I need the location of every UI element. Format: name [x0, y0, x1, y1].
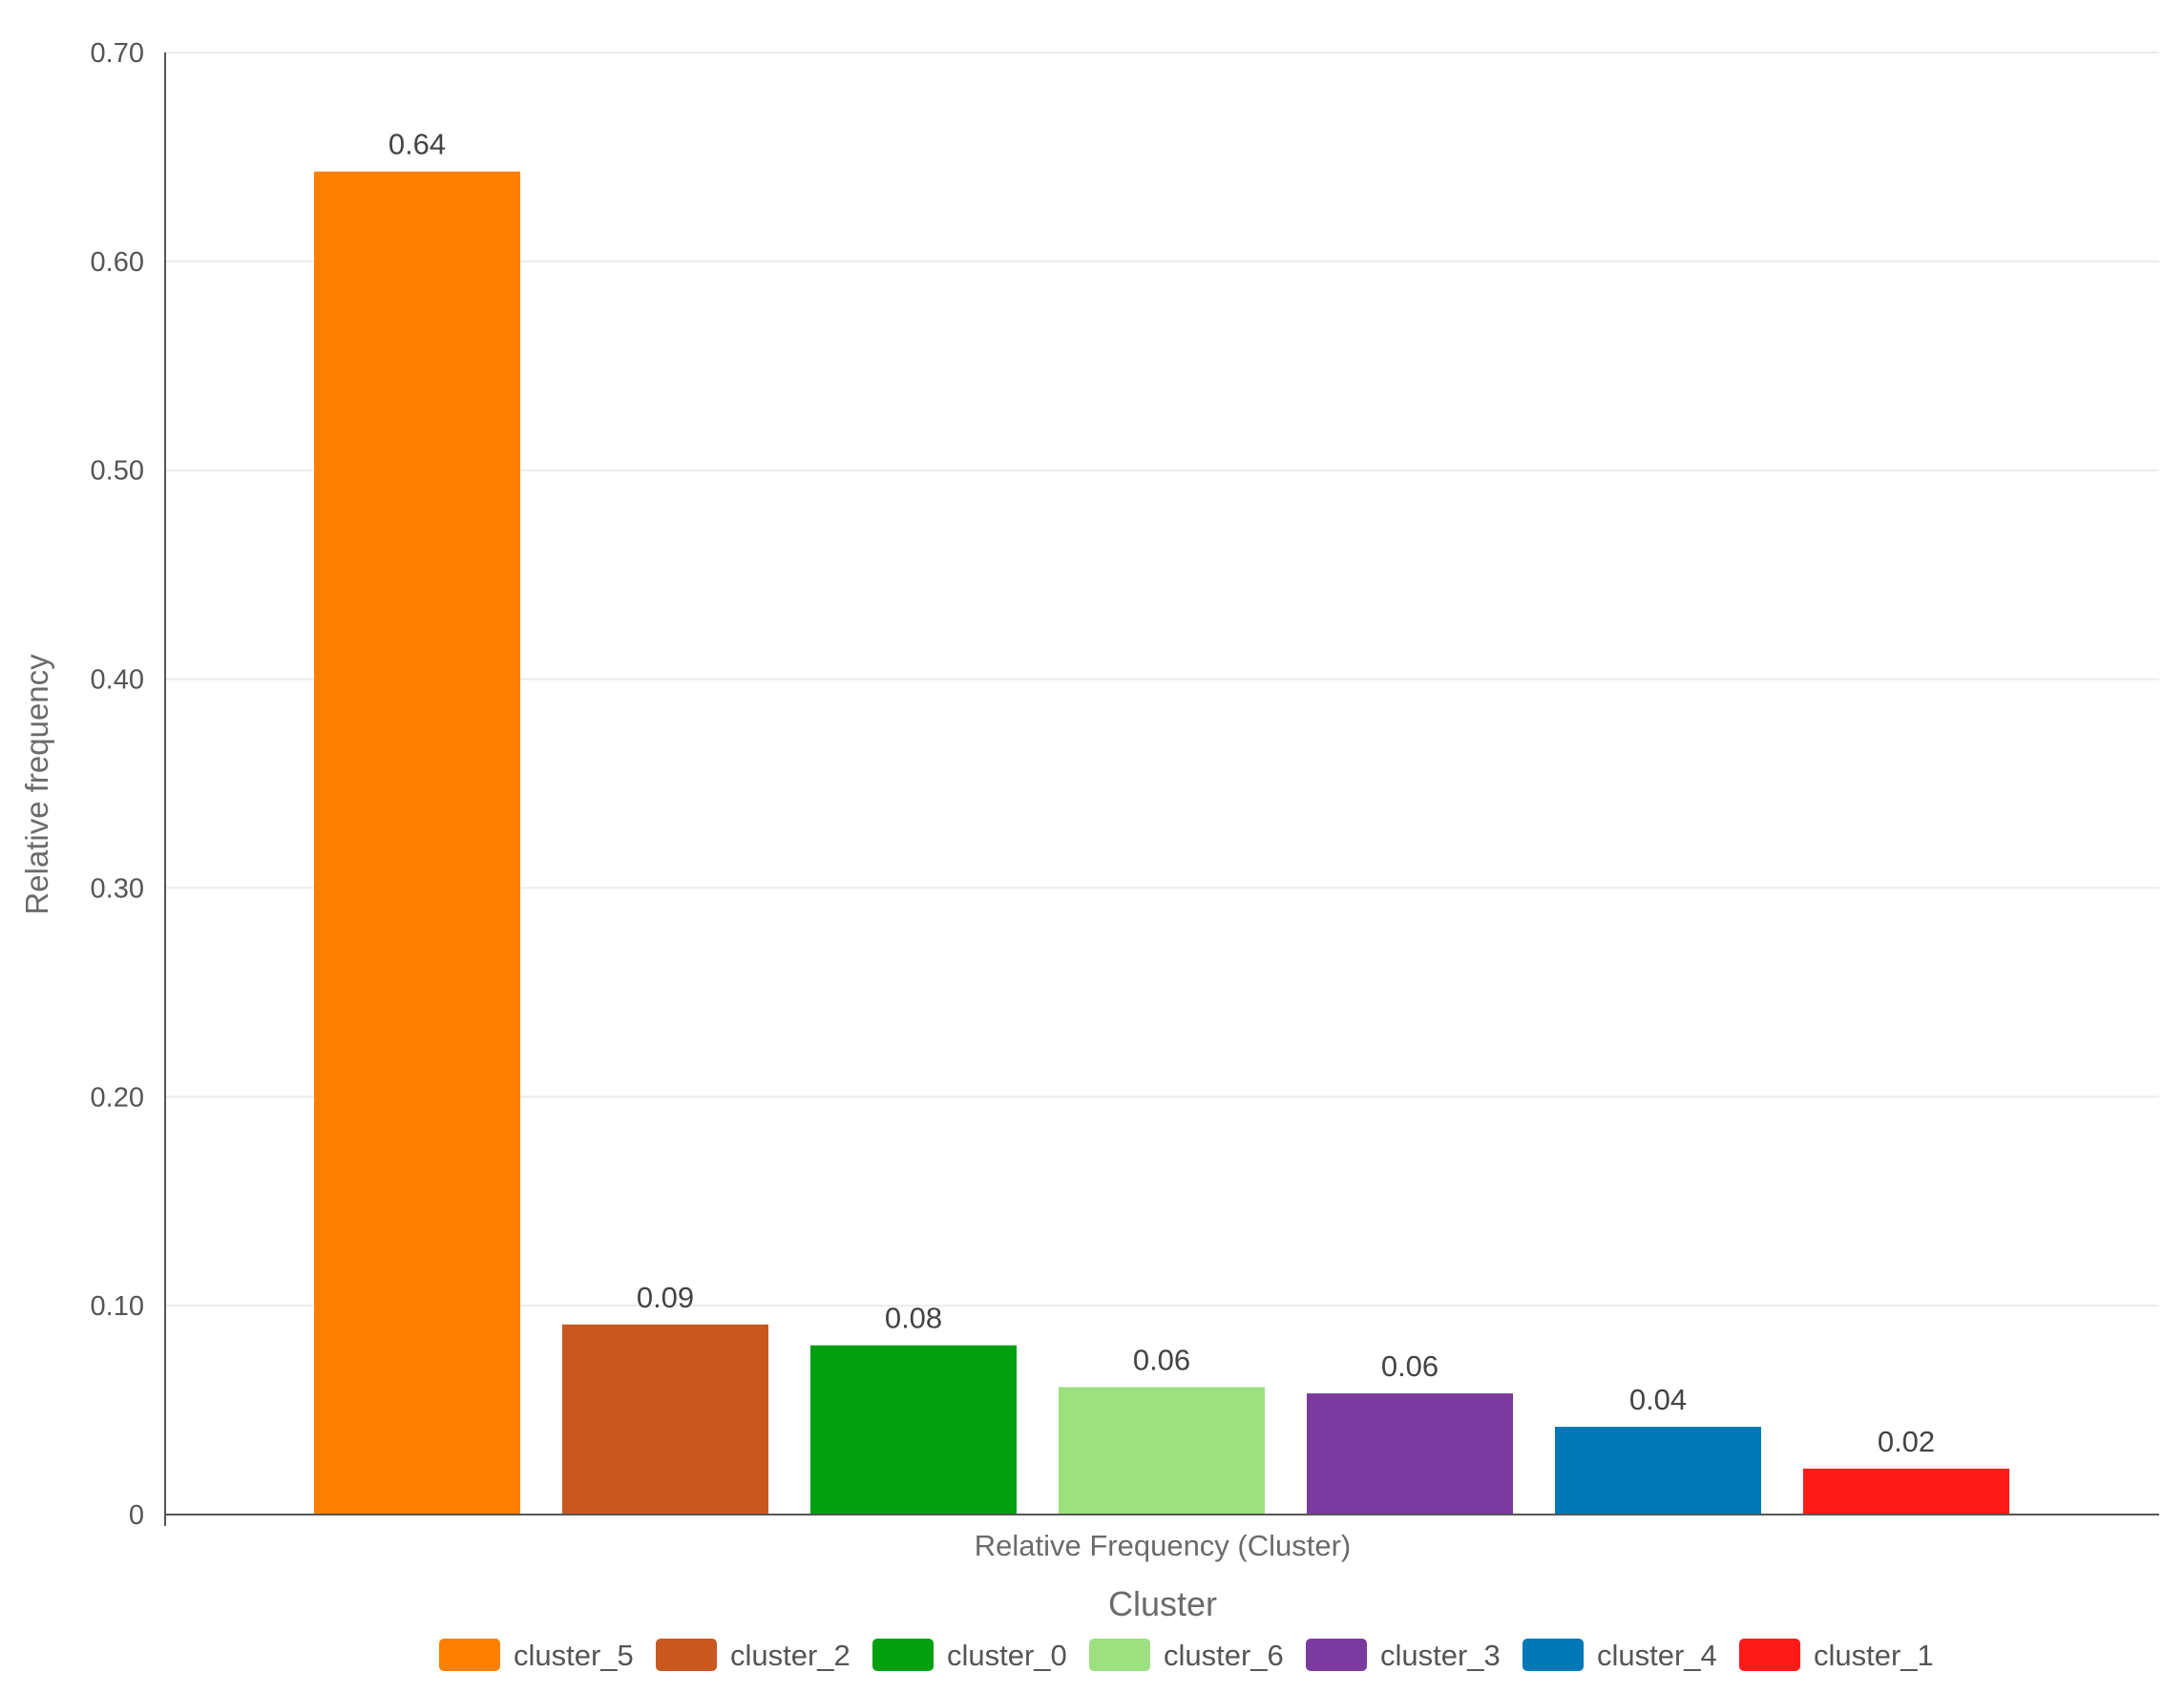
legend-label: cluster_5: [514, 1639, 634, 1672]
legend-label: cluster_2: [730, 1639, 850, 1672]
legend-item-cluster_1[interactable]: cluster_1: [1739, 1639, 1934, 1672]
legend-label: cluster_4: [1597, 1639, 1717, 1672]
x-axis-label: Relative Frequency (Cluster): [975, 1529, 1352, 1562]
y-tick-label: 0.50: [91, 456, 144, 487]
legend-label: cluster_0: [947, 1639, 1067, 1672]
bar-cluster_4[interactable]: [1555, 1427, 1761, 1515]
bars: [314, 171, 2009, 1515]
y-tick-label: 0.30: [91, 873, 144, 904]
bar-cluster_1[interactable]: [1803, 1468, 2009, 1515]
legend-item-cluster_0[interactable]: cluster_0: [872, 1639, 1067, 1672]
legend-swatch: [656, 1639, 717, 1671]
y-tick-label: 0.10: [91, 1291, 144, 1322]
data-label: 0.06: [1381, 1349, 1438, 1383]
data-label: 0.06: [1133, 1343, 1190, 1376]
legend[interactable]: cluster_5 cluster_2 cluster_0 cluster_6 clus…: [439, 1639, 1934, 1672]
legend-swatch: [1306, 1639, 1367, 1671]
bar-cluster_0[interactable]: [810, 1345, 1017, 1515]
y-tick-label: 0.40: [91, 665, 144, 696]
legend-swatch: [439, 1639, 500, 1671]
y-tick-label: 0.60: [91, 247, 144, 278]
data-label: 0.08: [885, 1302, 942, 1335]
legend-label: cluster_1: [1814, 1639, 1934, 1672]
legend-swatch: [872, 1639, 934, 1671]
bar-cluster_5[interactable]: [314, 171, 520, 1515]
legend-label: cluster_3: [1380, 1639, 1501, 1672]
legend-swatch: [1522, 1639, 1584, 1671]
legend-item-cluster_6[interactable]: cluster_6: [1089, 1639, 1284, 1672]
data-label: 0.02: [1878, 1425, 1935, 1458]
bar-cluster_2[interactable]: [562, 1324, 768, 1515]
data-label: 0.64: [388, 128, 446, 161]
bar-cluster_6[interactable]: [1059, 1387, 1265, 1515]
legend-swatch: [1739, 1639, 1800, 1671]
legend-swatch: [1089, 1639, 1150, 1671]
legend-label: cluster_6: [1164, 1639, 1284, 1672]
data-label: 0.09: [637, 1281, 694, 1314]
legend-title: Cluster: [1108, 1584, 1217, 1623]
data-labels: 0.64 0.09 0.08 0.06 0.06 0.04 0.02: [388, 128, 1935, 1458]
data-label: 0.04: [1629, 1383, 1687, 1416]
y-tick-label: 0: [129, 1500, 144, 1531]
y-tick-label: 0.20: [91, 1082, 144, 1113]
bar-cluster_3[interactable]: [1307, 1393, 1513, 1515]
y-axis-title: Relative frequency: [19, 654, 54, 915]
legend-item-cluster_3[interactable]: cluster_3: [1306, 1639, 1501, 1672]
legend-item-cluster_2[interactable]: cluster_2: [656, 1639, 850, 1672]
y-tick-label: 0.70: [91, 38, 144, 69]
legend-item-cluster_5[interactable]: cluster_5: [439, 1639, 634, 1672]
legend-item-cluster_4[interactable]: cluster_4: [1522, 1639, 1717, 1672]
y-axis-ticks: 0 0.10 0.20 0.30 0.40 0.50 0.60 0.70: [91, 38, 144, 1531]
